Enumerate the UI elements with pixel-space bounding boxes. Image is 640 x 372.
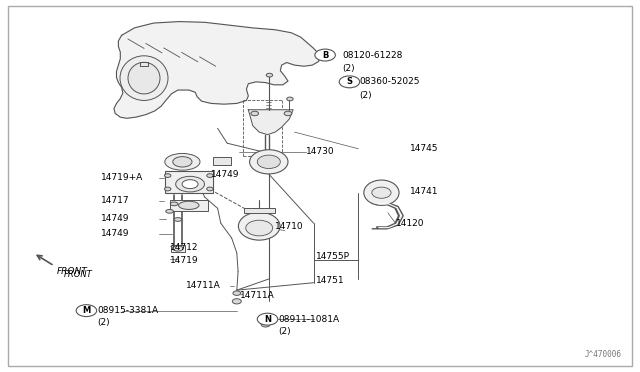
Bar xyxy=(244,208,275,213)
Ellipse shape xyxy=(128,62,160,94)
Ellipse shape xyxy=(173,246,183,251)
Ellipse shape xyxy=(246,220,273,236)
Text: 14717: 14717 xyxy=(101,196,130,205)
Text: 14751: 14751 xyxy=(316,276,344,285)
Text: J^470006: J^470006 xyxy=(585,350,622,359)
Text: 14719+A: 14719+A xyxy=(101,173,143,182)
Ellipse shape xyxy=(165,153,200,170)
Text: 08120-61228: 08120-61228 xyxy=(342,51,403,60)
Bar xyxy=(213,157,231,165)
Ellipse shape xyxy=(174,218,182,221)
Ellipse shape xyxy=(364,180,399,205)
Ellipse shape xyxy=(250,150,288,174)
Ellipse shape xyxy=(164,187,171,191)
Ellipse shape xyxy=(372,187,391,198)
Ellipse shape xyxy=(175,176,205,192)
Polygon shape xyxy=(248,110,293,135)
Text: 08360-52025: 08360-52025 xyxy=(360,77,420,86)
Circle shape xyxy=(76,305,97,317)
Polygon shape xyxy=(114,22,320,118)
Ellipse shape xyxy=(287,97,293,101)
Text: 14755P: 14755P xyxy=(316,252,349,261)
Ellipse shape xyxy=(207,174,213,177)
Ellipse shape xyxy=(182,180,198,189)
Ellipse shape xyxy=(232,299,241,304)
Ellipse shape xyxy=(166,209,173,213)
Text: B: B xyxy=(322,51,328,60)
Text: 14120: 14120 xyxy=(396,219,424,228)
Text: (2): (2) xyxy=(342,64,355,73)
Ellipse shape xyxy=(207,187,213,191)
Text: 14749: 14749 xyxy=(211,170,240,179)
Text: (2): (2) xyxy=(278,327,291,336)
Ellipse shape xyxy=(266,73,273,77)
Ellipse shape xyxy=(170,202,178,206)
Text: 14730: 14730 xyxy=(306,147,335,156)
Ellipse shape xyxy=(120,56,168,100)
Text: 14711A: 14711A xyxy=(240,291,275,300)
Circle shape xyxy=(315,49,335,61)
Text: M: M xyxy=(83,306,90,315)
Text: 14712: 14712 xyxy=(170,243,198,252)
Text: FRONT: FRONT xyxy=(56,267,87,276)
Bar xyxy=(170,200,208,211)
Ellipse shape xyxy=(284,111,292,116)
Ellipse shape xyxy=(173,157,192,167)
Text: 14749: 14749 xyxy=(101,214,130,223)
Ellipse shape xyxy=(257,155,280,169)
Text: (2): (2) xyxy=(97,318,110,327)
Circle shape xyxy=(339,76,360,88)
Circle shape xyxy=(257,313,278,325)
Text: 14710: 14710 xyxy=(275,222,304,231)
Ellipse shape xyxy=(239,212,280,240)
Text: 08911-1081A: 08911-1081A xyxy=(278,315,340,324)
Text: 14741: 14741 xyxy=(410,187,438,196)
Ellipse shape xyxy=(164,174,171,177)
Bar xyxy=(165,171,212,193)
Ellipse shape xyxy=(179,201,199,209)
Text: FRONT: FRONT xyxy=(64,270,93,279)
Text: 14749: 14749 xyxy=(101,229,130,238)
Text: (2): (2) xyxy=(360,91,372,100)
Ellipse shape xyxy=(233,291,241,295)
Text: 14745: 14745 xyxy=(410,144,438,153)
Bar xyxy=(171,245,185,252)
Text: 08915-3381A: 08915-3381A xyxy=(97,306,159,315)
Ellipse shape xyxy=(261,322,270,327)
Ellipse shape xyxy=(251,111,259,116)
Text: 14719: 14719 xyxy=(170,256,198,265)
Text: S: S xyxy=(346,77,353,86)
Text: N: N xyxy=(264,315,271,324)
Text: 14711A: 14711A xyxy=(186,281,220,290)
